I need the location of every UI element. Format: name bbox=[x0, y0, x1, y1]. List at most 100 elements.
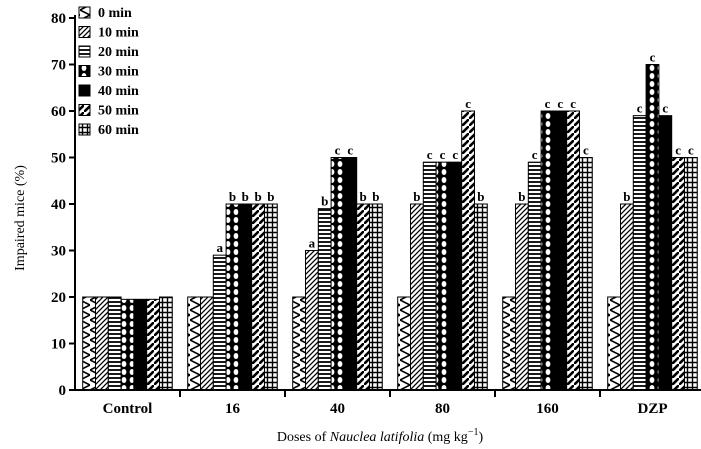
y-tick-label: 0 bbox=[59, 383, 67, 399]
bar-circles bbox=[435, 161, 450, 391]
significance-label: b bbox=[242, 189, 249, 204]
bar-dashed bbox=[461, 110, 476, 391]
significance-label: b bbox=[229, 189, 236, 204]
bar-solid bbox=[658, 115, 673, 391]
bar-solid bbox=[553, 110, 568, 391]
y-tick-label: 20 bbox=[51, 290, 66, 306]
legend-label: 20 min bbox=[98, 45, 139, 60]
bar-diagonal bbox=[515, 203, 529, 391]
bar-zigzag bbox=[82, 296, 96, 391]
significance-label: b bbox=[372, 189, 379, 204]
y-tick-label: 50 bbox=[51, 151, 66, 167]
legend-label: 40 min bbox=[98, 84, 139, 99]
bar-circles bbox=[120, 298, 135, 391]
significance-label: c bbox=[452, 147, 458, 162]
significance-label: b bbox=[413, 189, 420, 204]
significance-label: c bbox=[465, 96, 471, 111]
significance-label: b bbox=[359, 189, 366, 204]
legend-label: 0 min bbox=[98, 6, 132, 21]
significance-label: c bbox=[347, 143, 353, 158]
bar-dashed bbox=[356, 203, 371, 391]
significance-label: c bbox=[583, 143, 589, 158]
bar-dashed bbox=[671, 157, 686, 391]
significance-label: a bbox=[216, 240, 223, 255]
significance-label: c bbox=[688, 143, 694, 158]
legend-swatch bbox=[78, 84, 91, 97]
significance-label: c bbox=[427, 147, 433, 162]
y-tick-label: 70 bbox=[51, 58, 66, 74]
significance-label: c bbox=[532, 147, 538, 162]
bar-grid bbox=[474, 203, 488, 391]
bar-diagonal bbox=[305, 250, 319, 391]
y-tick-label: 30 bbox=[51, 244, 66, 260]
significance-label: c bbox=[440, 147, 446, 162]
bar-diagonal bbox=[410, 203, 424, 391]
bar-diagonal bbox=[620, 203, 634, 391]
bar-circles bbox=[225, 203, 240, 391]
bar-dashed bbox=[146, 298, 160, 391]
bar-dashed bbox=[251, 203, 265, 391]
bar-horizontal bbox=[317, 208, 332, 391]
y-tick-label: 80 bbox=[51, 11, 66, 27]
bar-zigzag bbox=[292, 296, 307, 391]
significance-label: b bbox=[518, 189, 525, 204]
bar-grid bbox=[369, 203, 383, 391]
x-tick-label: 160 bbox=[536, 401, 559, 417]
bar-circles bbox=[330, 157, 345, 391]
significance-label: c bbox=[650, 50, 656, 65]
significance-label: c bbox=[335, 143, 341, 158]
legend-label: 30 min bbox=[98, 65, 139, 80]
legend-swatch bbox=[78, 26, 91, 38]
significance-label: b bbox=[623, 189, 630, 204]
bar-circles bbox=[540, 110, 555, 391]
significance-label: c bbox=[637, 101, 643, 116]
x-tick-label: Control bbox=[103, 401, 153, 417]
legend-label: 60 min bbox=[98, 123, 139, 138]
bar-diagonal bbox=[95, 296, 109, 391]
x-tick-label: DZP bbox=[638, 401, 668, 417]
bar-grid bbox=[264, 203, 278, 391]
legend-swatch bbox=[78, 104, 91, 116]
bar-horizontal bbox=[527, 161, 542, 391]
y-tick-label: 60 bbox=[51, 104, 66, 120]
legend-label: 10 min bbox=[98, 26, 139, 41]
bar-horizontal bbox=[632, 115, 647, 391]
legend-label: 50 min bbox=[98, 104, 139, 119]
bar-grid bbox=[159, 296, 173, 391]
bar-horizontal bbox=[107, 296, 122, 391]
bar-solid bbox=[343, 157, 358, 391]
bar-zigzag bbox=[397, 296, 412, 391]
x-axis-title: Doses of Nauclea latifolia (mg kg−1) bbox=[277, 427, 484, 445]
bar-solid bbox=[133, 298, 148, 391]
legend-swatch bbox=[78, 65, 91, 77]
bar-zigzag bbox=[502, 296, 517, 391]
bar-horizontal bbox=[212, 254, 227, 391]
significance-label: a bbox=[309, 236, 316, 251]
y-axis-title: Impaired mice (%) bbox=[13, 165, 28, 271]
bar-grid bbox=[684, 157, 698, 391]
significance-label: b bbox=[267, 189, 274, 204]
x-tick-label: 16 bbox=[225, 401, 241, 417]
bar-solid bbox=[448, 161, 463, 391]
bar-zigzag bbox=[187, 296, 201, 391]
significance-label: c bbox=[675, 143, 681, 158]
bar-diagonal bbox=[200, 296, 214, 391]
bar-dashed bbox=[566, 110, 581, 391]
bar-grid bbox=[579, 157, 593, 391]
significance-label: c bbox=[545, 96, 551, 111]
bar-horizontal bbox=[422, 161, 437, 391]
significance-label: b bbox=[477, 189, 484, 204]
legend-swatch bbox=[78, 123, 91, 136]
y-tick-label: 10 bbox=[51, 337, 66, 353]
bar-circles bbox=[645, 64, 660, 391]
significance-label: b bbox=[321, 194, 328, 209]
significance-label: b bbox=[254, 189, 261, 204]
bar-zigzag bbox=[607, 296, 622, 391]
bar-solid bbox=[238, 203, 253, 391]
legend-swatch bbox=[78, 45, 91, 58]
significance-label: c bbox=[557, 96, 563, 111]
y-tick-label: 40 bbox=[51, 197, 66, 213]
x-tick-label: 80 bbox=[435, 401, 450, 417]
significance-label: c bbox=[662, 101, 668, 116]
